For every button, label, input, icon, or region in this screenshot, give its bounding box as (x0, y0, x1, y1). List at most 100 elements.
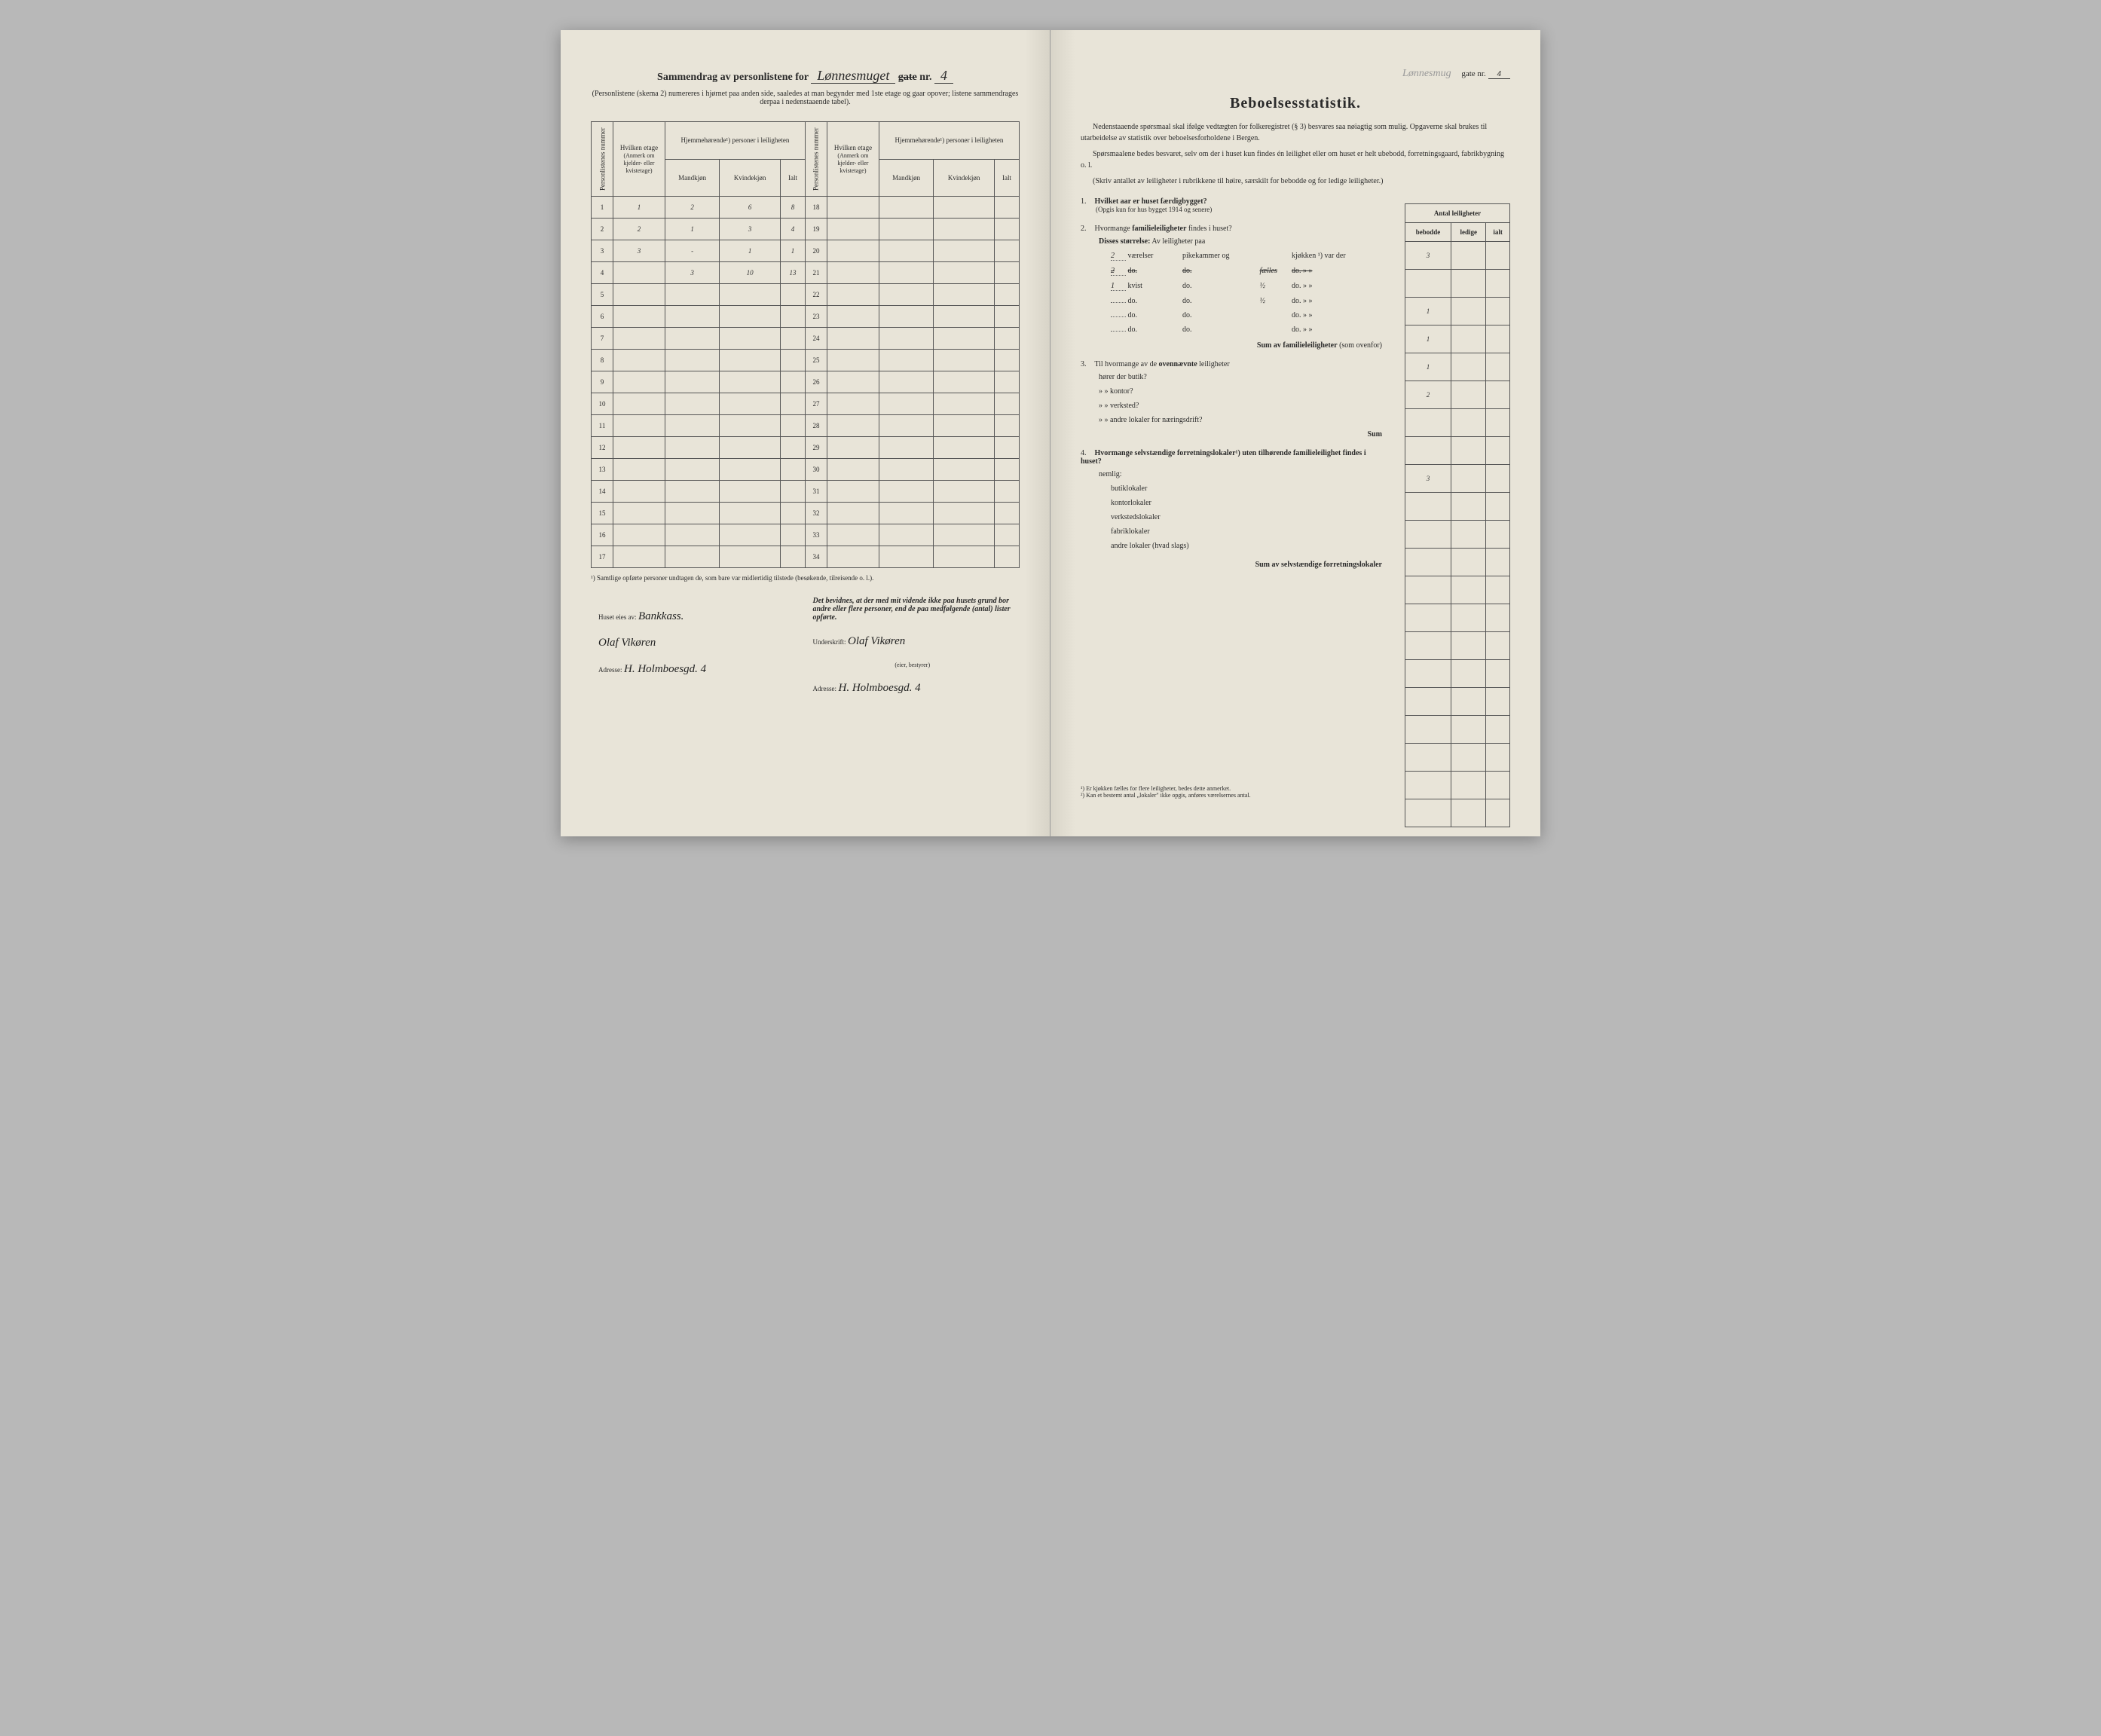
table-row: 12 29 (592, 437, 1020, 459)
intro-1: Nedenstaaende spørsmaal skal ifølge vedt… (1081, 121, 1510, 144)
q2-row: 2 værelser pikekammer og kjøkken ¹) var … (1111, 252, 1382, 261)
table-row: 14 31 (592, 481, 1020, 503)
left-page: Sammendrag av personlistene for Lønnesmu… (561, 30, 1050, 836)
q4-item: andre lokaler (hvad slags) (1111, 542, 1382, 550)
q4: 4. Hvormange selvstændige forretningslok… (1081, 449, 1382, 569)
intro-3: (Skriv antallet av leiligheter i rubrikk… (1081, 176, 1510, 187)
th-persons2: Hjemmehørende¹) personer i leiligheten (879, 122, 1019, 160)
left-subtitle: (Personlistene (skema 2) numereres i hjø… (591, 90, 1020, 106)
nr-value: 4 (934, 68, 953, 84)
q2-row: do. do. do. » » (1111, 311, 1382, 319)
antal-table: Antal leiligheter bebodde ledige ialt 3 1… (1405, 203, 1510, 827)
summary-table: Personlistenes nummer Hvilken etage (Anm… (591, 121, 1020, 568)
antal-row: 2 (1405, 381, 1510, 409)
sig-sub: (eier, bestyrer) (813, 662, 1013, 668)
table-row: 8 25 (592, 350, 1020, 371)
nr-label: nr. (919, 72, 931, 83)
footnote-r2: ²) Kan et bestemt antal „lokaler" ikke o… (1081, 792, 1251, 799)
right-page: Lønnesmug gate nr. 4 Beboelsesstatistik.… (1050, 30, 1540, 836)
right-header: Lønnesmug gate nr. 4 (1081, 68, 1510, 80)
antal-row (1405, 716, 1510, 744)
antal-row: 3 (1405, 242, 1510, 270)
right-title: Beboelsesstatistik. (1081, 95, 1510, 112)
table-row: 6 23 (592, 306, 1020, 328)
gate-nr: 4 (1488, 69, 1511, 79)
antal-row (1405, 409, 1510, 437)
antal-row (1405, 799, 1510, 827)
table-row: 16 33 (592, 524, 1020, 546)
q3-item: » » kontor? (1099, 387, 1382, 396)
q3-item: » » verksted? (1099, 402, 1382, 410)
right-table-wrap: Antal leiligheter bebodde ledige ialt 3 1… (1405, 203, 1510, 827)
antal-row: 3 (1405, 465, 1510, 493)
table-row: 13 30 (592, 459, 1020, 481)
th-m2: Mandkjøn (879, 159, 933, 197)
antal-row (1405, 632, 1510, 660)
table-row: 2 2 1 3 4 19 (592, 219, 1020, 240)
questions: 1. Hvilket aar er huset færdigbygget? (O… (1081, 197, 1382, 569)
th-ialt: ialt (1486, 223, 1510, 242)
faint-street: Lønnesmug (1402, 68, 1451, 79)
table-row: 9 26 (592, 371, 1020, 393)
underskrift-label: Underskrift: (813, 638, 846, 646)
table-row: 17 34 (592, 546, 1020, 568)
q4-item: butiklokaler (1111, 484, 1382, 493)
antal-row (1405, 521, 1510, 549)
th-ledige: ledige (1451, 223, 1486, 242)
q1: 1. Hvilket aar er huset færdigbygget? (O… (1081, 197, 1382, 214)
th-antal: Antal leiligheter (1405, 204, 1510, 223)
attestation: Det bevidnes, at der med mit vidende ikk… (813, 597, 1013, 622)
antal-row (1405, 604, 1510, 632)
footnote-1: ¹) Samtlige opførte personer undtagen de… (591, 574, 1020, 582)
table-row: 15 32 (592, 503, 1020, 524)
antal-row (1405, 270, 1510, 298)
right-footnotes: ¹) Er kjøkken fælles for flere leilighet… (1081, 785, 1251, 799)
table-row: 4 3 10 13 21 (592, 262, 1020, 284)
table-row: 7 24 (592, 328, 1020, 350)
th-listnr: Personlistenes nummer (592, 122, 613, 197)
table-row: 11 28 (592, 415, 1020, 437)
th-etage2: Hvilken etage (Anmerk om kjelder- eller … (827, 122, 879, 197)
signature: Olaf Vikøren (848, 635, 905, 647)
table-row: 1 1 2 6 8 18 (592, 197, 1020, 219)
q3: 3. Til hvormange av de ovennævnte leilig… (1081, 360, 1382, 439)
q2-row: do. do. do. » » (1111, 326, 1382, 334)
antal-row (1405, 549, 1510, 576)
q4-item: verkstedslokaler (1111, 513, 1382, 521)
antal-row (1405, 744, 1510, 772)
left-title: Sammendrag av personlistene for Lønnesmu… (591, 68, 1020, 84)
strike-word: gate (898, 72, 917, 83)
q2-row: do. do. ½ do. » » (1111, 297, 1382, 305)
th-persons: Hjemmehørende¹) personer i leiligheten (665, 122, 806, 160)
footnote-r1: ¹) Er kjøkken fælles for flere leilighet… (1081, 785, 1251, 792)
sig-left: Huset eies av: Bankkass. Olaf Vikøren Ad… (591, 597, 806, 708)
street-name: Lønnesmuget (811, 68, 895, 84)
gate-label: gate nr. (1461, 69, 1485, 78)
antal-row: 1 (1405, 298, 1510, 326)
addr-value2: H. Holmboesgd. 4 (839, 682, 921, 694)
table-row: 10 27 (592, 393, 1020, 415)
th-bebodde: bebodde (1405, 223, 1451, 242)
antal-row (1405, 688, 1510, 716)
addr-value: H. Holmboesgd. 4 (624, 663, 706, 675)
addr-label: Adresse: (598, 666, 622, 674)
q4-item: kontorlokaler (1111, 499, 1382, 507)
table-row: 3 3 - 1 1 20 (592, 240, 1020, 262)
th-k: Kvindekjøn (720, 159, 781, 197)
antal-row (1405, 493, 1510, 521)
th-etage: Hvilken etage (Anmerk om kjelder- eller … (613, 122, 665, 197)
th-i: Ialt (781, 159, 806, 197)
antal-row: 1 (1405, 353, 1510, 381)
sig-right: Det bevidnes, at der med mit vidende ikk… (806, 597, 1020, 708)
antal-row (1405, 772, 1510, 799)
title-prefix: Sammendrag av personlistene for (657, 72, 809, 83)
q2-row: 2 do. do. fælles do. » » (1111, 267, 1382, 276)
q2-row: 1 kvist do. ½ do. » » (1111, 282, 1382, 291)
th-i2: Ialt (994, 159, 1019, 197)
signature-block: Huset eies av: Bankkass. Olaf Vikøren Ad… (591, 597, 1020, 708)
th-listnr2: Personlistenes nummer (805, 122, 827, 197)
antal-row: 1 (1405, 326, 1510, 353)
owner-name1: Bankkass. (638, 610, 684, 622)
q3-item: hører der butik? (1099, 373, 1382, 381)
owner-name2: Olaf Vikøren (598, 637, 798, 649)
